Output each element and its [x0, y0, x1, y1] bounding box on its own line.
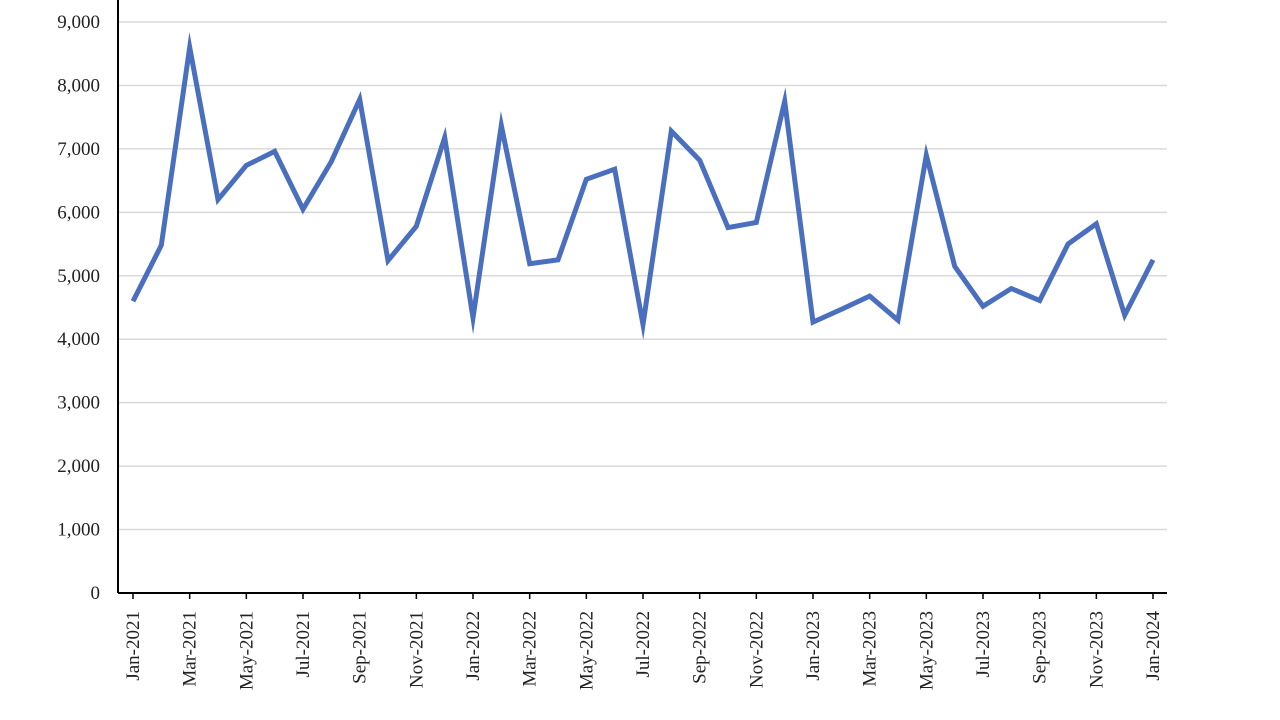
data-point: [443, 135, 447, 139]
x-axis-ticks: Jan-2021 Mar-2021 May-2021 Jul-2021 Sep-2021…: [123, 593, 1164, 690]
data-point: [1038, 299, 1042, 303]
data-point: [726, 226, 730, 230]
data-point: [613, 167, 617, 171]
data-point: [329, 160, 333, 164]
x-tick-label: Nov-2023: [1086, 611, 1107, 688]
data-point: [131, 299, 135, 303]
y-tick-label: 5,000: [57, 266, 100, 287]
x-tick-label: Sep-2023: [1030, 611, 1051, 684]
x-tick-label: May-2022: [576, 611, 597, 690]
y-tick-label: 9,000: [57, 12, 100, 33]
x-tick-label: Sep-2022: [690, 611, 711, 684]
data-point: [868, 294, 872, 298]
y-axis-ticks: 0 1,000 2,000 3,000 4,000 5,000 6,000 7,000 8,00…: [57, 12, 100, 604]
y-tick-label: 6,000: [57, 202, 100, 223]
data-point: [273, 149, 277, 153]
gridlines: [118, 21, 1167, 531]
x-tick-label: May-2021: [236, 611, 257, 690]
x-tick-label: Jul-2022: [633, 611, 654, 678]
x-tick-label: Jan-2021: [123, 611, 144, 681]
y-tick-label: 4,000: [57, 329, 100, 350]
data-point: [188, 45, 192, 49]
x-tick-label: Jul-2023: [973, 611, 994, 678]
x-tick-label: May-2023: [916, 611, 937, 690]
data-point: [1151, 258, 1155, 262]
y-tick-label: 1,000: [57, 520, 100, 541]
y-tick-label: 0: [91, 583, 101, 604]
x-tick-label: Jan-2024: [1143, 611, 1164, 681]
data-point: [924, 153, 928, 157]
x-tick-label: Mar-2022: [520, 611, 541, 687]
data-point: [754, 220, 758, 224]
x-tick-label: Jan-2022: [463, 611, 484, 681]
series-line: [130, 32, 1156, 341]
data-point: [584, 177, 588, 181]
x-tick-label: Nov-2021: [406, 611, 427, 688]
data-point: [669, 129, 673, 133]
x-tick-label: Sep-2021: [350, 611, 371, 684]
data-point: [698, 158, 702, 162]
data-point: [1123, 313, 1127, 317]
data-point: [556, 258, 560, 262]
data-point: [244, 163, 248, 167]
data-point: [499, 123, 503, 127]
y-tick-label: 7,000: [57, 139, 100, 160]
x-tick-label: Nov-2022: [746, 611, 767, 688]
data-point: [216, 198, 220, 202]
data-point: [896, 318, 900, 322]
y-tick-label: 2,000: [57, 456, 100, 477]
data-point: [641, 323, 645, 327]
y-tick-label: 3,000: [57, 393, 100, 414]
data-point: [953, 264, 957, 268]
data-point: [471, 316, 475, 320]
x-tick-label: Jul-2021: [293, 611, 314, 678]
x-tick-label: Mar-2023: [860, 611, 881, 687]
data-point: [159, 243, 163, 247]
data-point: [1094, 222, 1098, 226]
y-tick-label: 8,000: [57, 75, 100, 96]
data-point: [528, 262, 532, 266]
data-point: [358, 97, 362, 101]
data-point: [386, 259, 390, 263]
x-tick-label: Mar-2021: [180, 611, 201, 687]
series-group: [130, 32, 1156, 341]
data-point: [1066, 242, 1070, 246]
data-point: [981, 304, 985, 308]
data-point: [783, 99, 787, 103]
data-point: [839, 307, 843, 311]
data-point: [811, 320, 815, 324]
data-point: [414, 224, 418, 228]
x-tick-label: Jan-2023: [803, 611, 824, 681]
data-point: [1009, 286, 1013, 290]
data-point: [301, 207, 305, 211]
